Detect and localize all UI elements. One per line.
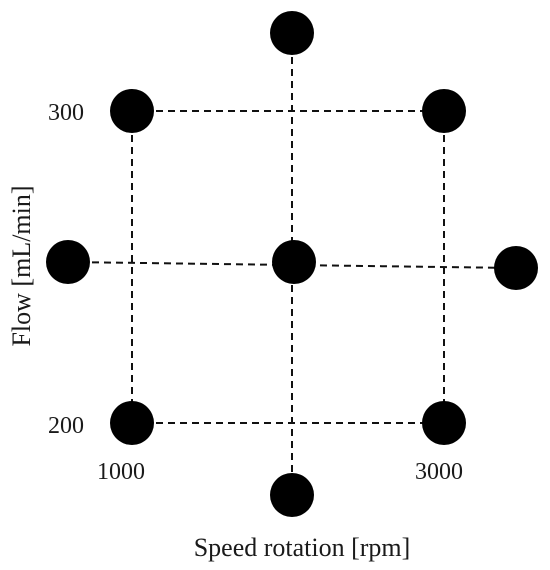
point-axial-right	[494, 246, 538, 290]
x-tick-1000: 1000	[97, 459, 145, 485]
point-corner-bottom-right	[422, 401, 466, 445]
point-corner-top-right	[422, 89, 466, 133]
x-tick-3000: 3000	[415, 459, 463, 485]
y-tick-200: 200	[48, 413, 84, 439]
point-axial-bottom	[270, 473, 314, 517]
y-tick-300: 300	[48, 100, 84, 126]
point-center	[272, 240, 316, 284]
point-corner-top-left	[110, 89, 154, 133]
y-axis-title: Flow [mL/min]	[7, 185, 36, 346]
line-center-horizontal	[67, 261, 517, 269]
point-axial-left	[46, 240, 90, 284]
point-axial-top	[270, 11, 314, 55]
point-corner-bottom-left	[110, 401, 154, 445]
x-axis-title: Speed rotation [rpm]	[194, 533, 411, 562]
design-points	[46, 11, 538, 517]
